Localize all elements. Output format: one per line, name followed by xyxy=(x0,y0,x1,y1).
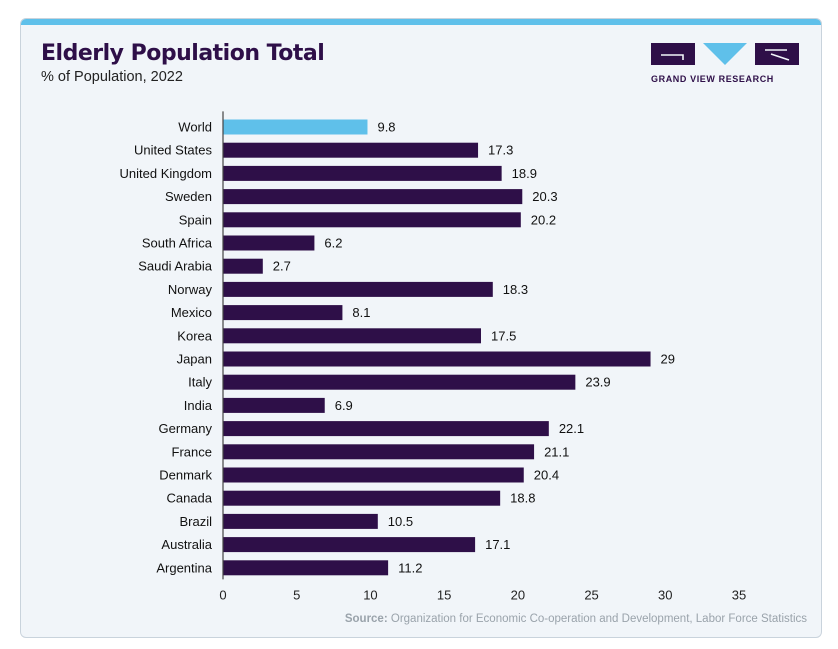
value-label: 17.5 xyxy=(491,328,516,343)
value-label: 8.1 xyxy=(352,305,370,320)
bar xyxy=(223,444,534,459)
bar xyxy=(223,120,367,135)
category-label: Japan xyxy=(177,352,212,367)
value-label: 22.1 xyxy=(559,421,584,436)
category-label: Denmark xyxy=(159,468,212,483)
category-label: Italy xyxy=(188,375,212,390)
bar xyxy=(223,491,500,506)
value-label: 20.3 xyxy=(532,189,557,204)
x-tick-label: 35 xyxy=(732,587,746,602)
value-label: 17.3 xyxy=(488,143,513,158)
category-label: Korea xyxy=(177,328,212,343)
value-label: 23.9 xyxy=(585,375,610,390)
category-label: United Kingdom xyxy=(120,166,213,181)
x-tick-label: 5 xyxy=(293,587,300,602)
value-label: 18.3 xyxy=(503,282,528,297)
value-label: 2.7 xyxy=(273,259,291,274)
value-label: 6.2 xyxy=(324,236,342,251)
bar xyxy=(223,259,263,274)
value-label: 20.4 xyxy=(534,468,559,483)
value-label: 6.9 xyxy=(335,398,353,413)
category-label: Canada xyxy=(166,491,212,506)
value-label: 9.8 xyxy=(377,120,395,135)
bar xyxy=(223,282,493,297)
category-label: Mexico xyxy=(171,305,212,320)
category-label: India xyxy=(184,398,213,413)
value-label: 29 xyxy=(661,352,675,367)
bar-chart: World 9.8 United States 17.3 United Kingdom 1… xyxy=(21,19,821,609)
value-label: 18.8 xyxy=(510,491,535,506)
bar xyxy=(223,560,388,575)
source-note: Source: Organization for Economic Co-ope… xyxy=(345,613,807,625)
category-label: Saudi Arabia xyxy=(138,259,212,274)
value-label: 20.2 xyxy=(531,212,556,227)
category-label: United States xyxy=(134,143,213,158)
bar xyxy=(223,514,378,529)
bar xyxy=(223,305,342,320)
bar xyxy=(223,468,524,483)
bar xyxy=(223,421,549,436)
chart-card: Elderly Population Total % of Population… xyxy=(20,18,822,638)
bar xyxy=(223,236,314,251)
bar xyxy=(223,143,478,158)
source-text: Organization for Economic Co-operation a… xyxy=(391,613,807,625)
value-label: 10.5 xyxy=(388,514,413,529)
category-label: Spain xyxy=(179,212,212,227)
bar xyxy=(223,537,475,552)
bar xyxy=(223,189,522,204)
x-tick-label: 30 xyxy=(658,587,672,602)
value-label: 18.9 xyxy=(512,166,537,181)
bar xyxy=(223,212,521,227)
category-label: Germany xyxy=(159,421,213,436)
category-label: World xyxy=(178,120,212,135)
bar xyxy=(223,398,325,413)
category-label: Sweden xyxy=(165,189,212,204)
x-tick-label: 25 xyxy=(584,587,598,602)
x-tick-label: 0 xyxy=(219,587,226,602)
category-label: France xyxy=(172,444,212,459)
bar xyxy=(223,166,502,181)
x-tick-label: 20 xyxy=(511,587,525,602)
category-label: Argentina xyxy=(156,560,212,575)
bar xyxy=(223,375,575,390)
bar xyxy=(223,352,651,367)
x-tick-label: 15 xyxy=(437,587,451,602)
category-label: South Africa xyxy=(142,236,213,251)
bar xyxy=(223,328,481,343)
category-label: Norway xyxy=(168,282,213,297)
value-label: 21.1 xyxy=(544,444,569,459)
source-label: Source: xyxy=(345,613,388,625)
value-label: 17.1 xyxy=(485,537,510,552)
value-label: 11.2 xyxy=(398,560,422,575)
x-tick-label: 10 xyxy=(363,587,377,602)
category-label: Australia xyxy=(161,537,212,552)
category-label: Brazil xyxy=(179,514,212,529)
